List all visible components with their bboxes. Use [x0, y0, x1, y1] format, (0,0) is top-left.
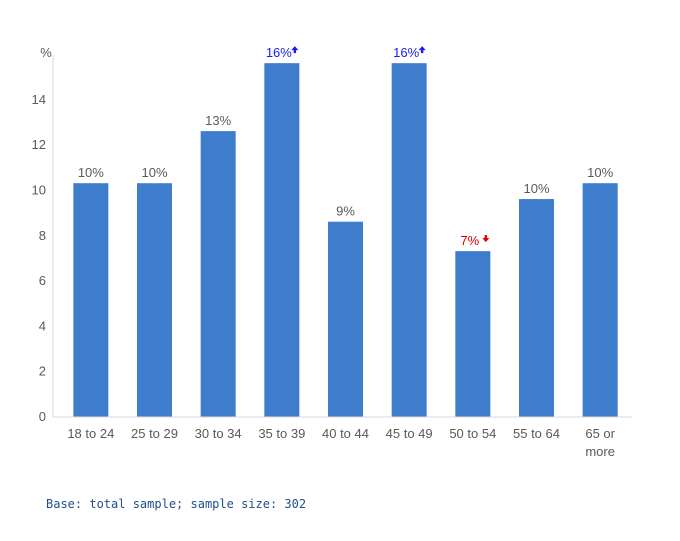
bar-data-label: 16%: [393, 45, 419, 60]
bar: [455, 251, 491, 417]
x-tick-label: 45 to 49: [386, 426, 433, 441]
down-arrow-icon: [482, 235, 490, 243]
bar-data-label: 10%: [141, 165, 167, 180]
bar: [582, 183, 618, 417]
x-tick-label: 50 to 54: [449, 426, 496, 441]
y-tick-label: 2: [39, 364, 46, 379]
bar: [328, 221, 363, 417]
bar-data-label: 10%: [523, 181, 549, 196]
bar: [519, 199, 554, 417]
y-tick-label: 10: [32, 183, 46, 198]
bar: [73, 183, 109, 417]
bar-data-label: 9%: [336, 204, 355, 219]
y-axis-unit-label: %: [40, 45, 52, 60]
bar: [391, 63, 427, 417]
up-arrow-icon: [418, 46, 426, 54]
x-tick-label: 35 to 39: [258, 426, 305, 441]
bar: [137, 183, 172, 417]
y-tick-label: 14: [32, 92, 46, 107]
x-tick-label: 18 to 24: [67, 426, 114, 441]
bar-data-label: 10%: [587, 165, 613, 180]
y-tick-label: 0: [39, 409, 46, 424]
x-tick-label: 40 to 44: [322, 426, 369, 441]
y-tick-label: 12: [32, 137, 46, 152]
y-tick-label: 6: [39, 273, 46, 288]
up-arrow-icon: [291, 46, 299, 54]
x-tick-label: 30 to 34: [195, 426, 242, 441]
bar: [200, 131, 236, 417]
bar-data-label: 13%: [205, 113, 231, 128]
y-tick-label: 8: [39, 228, 46, 243]
bar-data-label: 7%: [460, 233, 479, 248]
y-tick-label: 4: [39, 318, 46, 333]
base-footnote: Base: total sample; sample size: 302: [46, 497, 307, 511]
bar: [264, 63, 300, 417]
x-tick-label: 55 to 64: [513, 426, 560, 441]
x-tick-label: 65 or: [585, 426, 615, 441]
bar-data-label: 10%: [78, 165, 104, 180]
bar-data-label: 16%: [266, 45, 292, 60]
bar-chart: % 0 2 4 6 8 10 12 14 10% 18 to 24 10% 25 to 29 13% 30 …: [32, 45, 632, 459]
x-tick-label: 25 to 29: [131, 426, 178, 441]
x-tick-label-continued: more: [585, 444, 615, 459]
